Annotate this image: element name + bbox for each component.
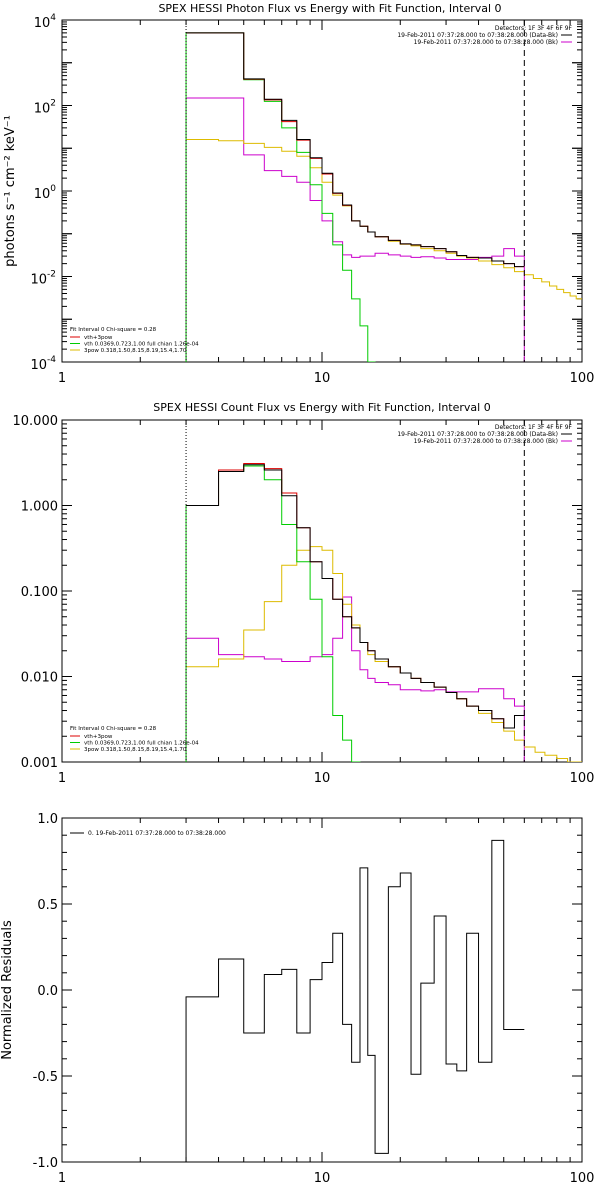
photon-flux-ticks: 1 10 100 10-4 10-2 100 102 104 xyxy=(30,13,594,386)
y-tick-label: 0.5 xyxy=(37,898,58,913)
y-tick-label: 10-4 xyxy=(30,355,56,373)
x-tick-label: 100 xyxy=(570,1171,595,1186)
count-flux-reference-lines xyxy=(185,420,525,762)
x-tick-label: 10 xyxy=(314,371,331,386)
y-tick-label: 0.0 xyxy=(37,984,58,999)
y-tick-label: 0.001 xyxy=(21,756,58,771)
series-3pow-extension xyxy=(524,274,582,300)
residuals-legend: 0. 19-Feb-2011 07:37:28.000 to 07:38:28.… xyxy=(70,830,226,837)
series-data-bk xyxy=(186,464,525,729)
x-tick-label: 100 xyxy=(570,371,595,386)
fit-legend-entry-3pow: 3pow 0.318,1.50,8.15,8.19,15.4,1.70 xyxy=(84,348,187,354)
photon-flux-series xyxy=(185,32,582,362)
series-bk xyxy=(185,97,525,362)
x-tick-label: 10 xyxy=(314,771,331,786)
y-tick-label: -1.0 xyxy=(33,1156,58,1171)
y-tick-label: 0.010 xyxy=(21,671,58,686)
fit-legend-entry-vth-3pow: vth+3pow xyxy=(84,734,113,740)
count-flux-series xyxy=(185,462,582,762)
fit-legend-entry-vth-3pow: vth+3pow xyxy=(84,335,113,341)
series-0-19-feb-2011-07-37-28-000-to-07-38-28-000 xyxy=(185,839,525,1162)
x-tick-label: 10 xyxy=(314,1171,331,1186)
count-flux-fit-legend: Fit Interval 0 Chi-square = 0.28 vth+3po… xyxy=(70,726,199,753)
residuals-series xyxy=(185,839,525,1162)
fit-legend-entry-vth: vth 0.0369,0.723,1.00 full chian 1.26e-0… xyxy=(84,342,199,348)
x-tick-label: 100 xyxy=(570,771,595,786)
fit-legend-title: Fit Interval 0 Chi-square = 0.28 xyxy=(70,726,157,732)
photon-flux-fit-legend: Fit Interval 0 Chi-square = 0.28 vth+3po… xyxy=(70,327,199,354)
bk-interval-line: 19-Feb-2011 07:37:28.000 to 07:38:28.000… xyxy=(414,438,558,445)
photon-flux-panel: SPEX HESSI Photon Flux vs Energy with Fi… xyxy=(3,2,594,386)
x-tick-label: 1 xyxy=(58,1171,66,1186)
series-vth-3pow xyxy=(186,32,525,268)
series-3pow xyxy=(186,139,525,273)
data-bk-interval-line: 19-Feb-2011 07:37:28.000 to 07:38:28.000… xyxy=(397,32,558,39)
count-flux-plot-frame xyxy=(61,419,583,763)
y-tick-label: 1.0 xyxy=(37,812,58,827)
x-tick-label: 1 xyxy=(58,371,66,386)
fit-legend-entry-3pow: 3pow 0.318,1.50,8.15,8.19,15.4,1.70 xyxy=(84,747,187,753)
series-data-bk xyxy=(186,32,525,268)
x-tick-label: 1 xyxy=(58,771,66,786)
series-vth-3pow xyxy=(186,462,525,729)
y-tick-label: 10-2 xyxy=(30,270,56,288)
y-tick-label: 100 xyxy=(34,184,57,202)
series-3pow-extension xyxy=(524,746,582,762)
series-bk xyxy=(185,596,525,762)
detectors-line: Detectors: 1F 3F 4F 6F 9F xyxy=(495,424,573,431)
count-flux-panel: SPEX HESSI Count Flux vs Energy with Fit… xyxy=(13,401,595,786)
y-tick-label: 1.000 xyxy=(21,500,58,515)
y-tick-label: 102 xyxy=(34,99,56,117)
y-tick-label: 10.000 xyxy=(13,414,59,429)
residuals-legend-entry: 0. 19-Feb-2011 07:37:28.000 to 07:38:28.… xyxy=(88,830,226,837)
y-tick-label: 104 xyxy=(34,13,57,31)
count-flux-title: SPEX HESSI Count Flux vs Energy with Fit… xyxy=(153,401,490,414)
fit-legend-entry-vth: vth 0.0369,0.723,1.00 full chian 1.26e-0… xyxy=(84,741,199,747)
fit-legend-title: Fit Interval 0 Chi-square = 0.28 xyxy=(70,327,157,333)
series-vth xyxy=(185,32,376,362)
photon-flux-y-axis-label: photons s⁻¹ cm⁻² keV⁻¹ xyxy=(3,115,18,267)
y-tick-label: -0.5 xyxy=(33,1070,58,1085)
detectors-line: Detectors: 1F 3F 4F 6F 9F xyxy=(495,25,573,32)
photon-flux-info: Detectors: 1F 3F 4F 6F 9F 19-Feb-2011 07… xyxy=(397,25,572,46)
residuals-y-axis-label: Normalized Residuals xyxy=(0,920,15,1060)
photon-flux-reference-lines xyxy=(185,20,525,362)
y-tick-label: 0.100 xyxy=(21,585,58,600)
series-vth xyxy=(185,465,361,762)
series-3pow xyxy=(186,546,525,741)
residuals-panel: Normalized Residuals 1 10 100 -1.0 -0.5 0.0 0.… xyxy=(0,812,594,1186)
count-flux-info: Detectors: 1F 3F 4F 6F 9F 19-Feb-2011 07… xyxy=(397,424,572,445)
photon-flux-title: SPEX HESSI Photon Flux vs Energy with Fi… xyxy=(158,2,501,15)
residuals-ticks: 1 10 100 -1.0 -0.5 0.0 0.5 1.0 xyxy=(33,812,595,1186)
bk-interval-line: 19-Feb-2011 07:37:28.000 to 07:38:28.000… xyxy=(414,39,558,46)
data-bk-interval-line: 19-Feb-2011 07:37:28.000 to 07:38:28.000… xyxy=(397,431,558,438)
